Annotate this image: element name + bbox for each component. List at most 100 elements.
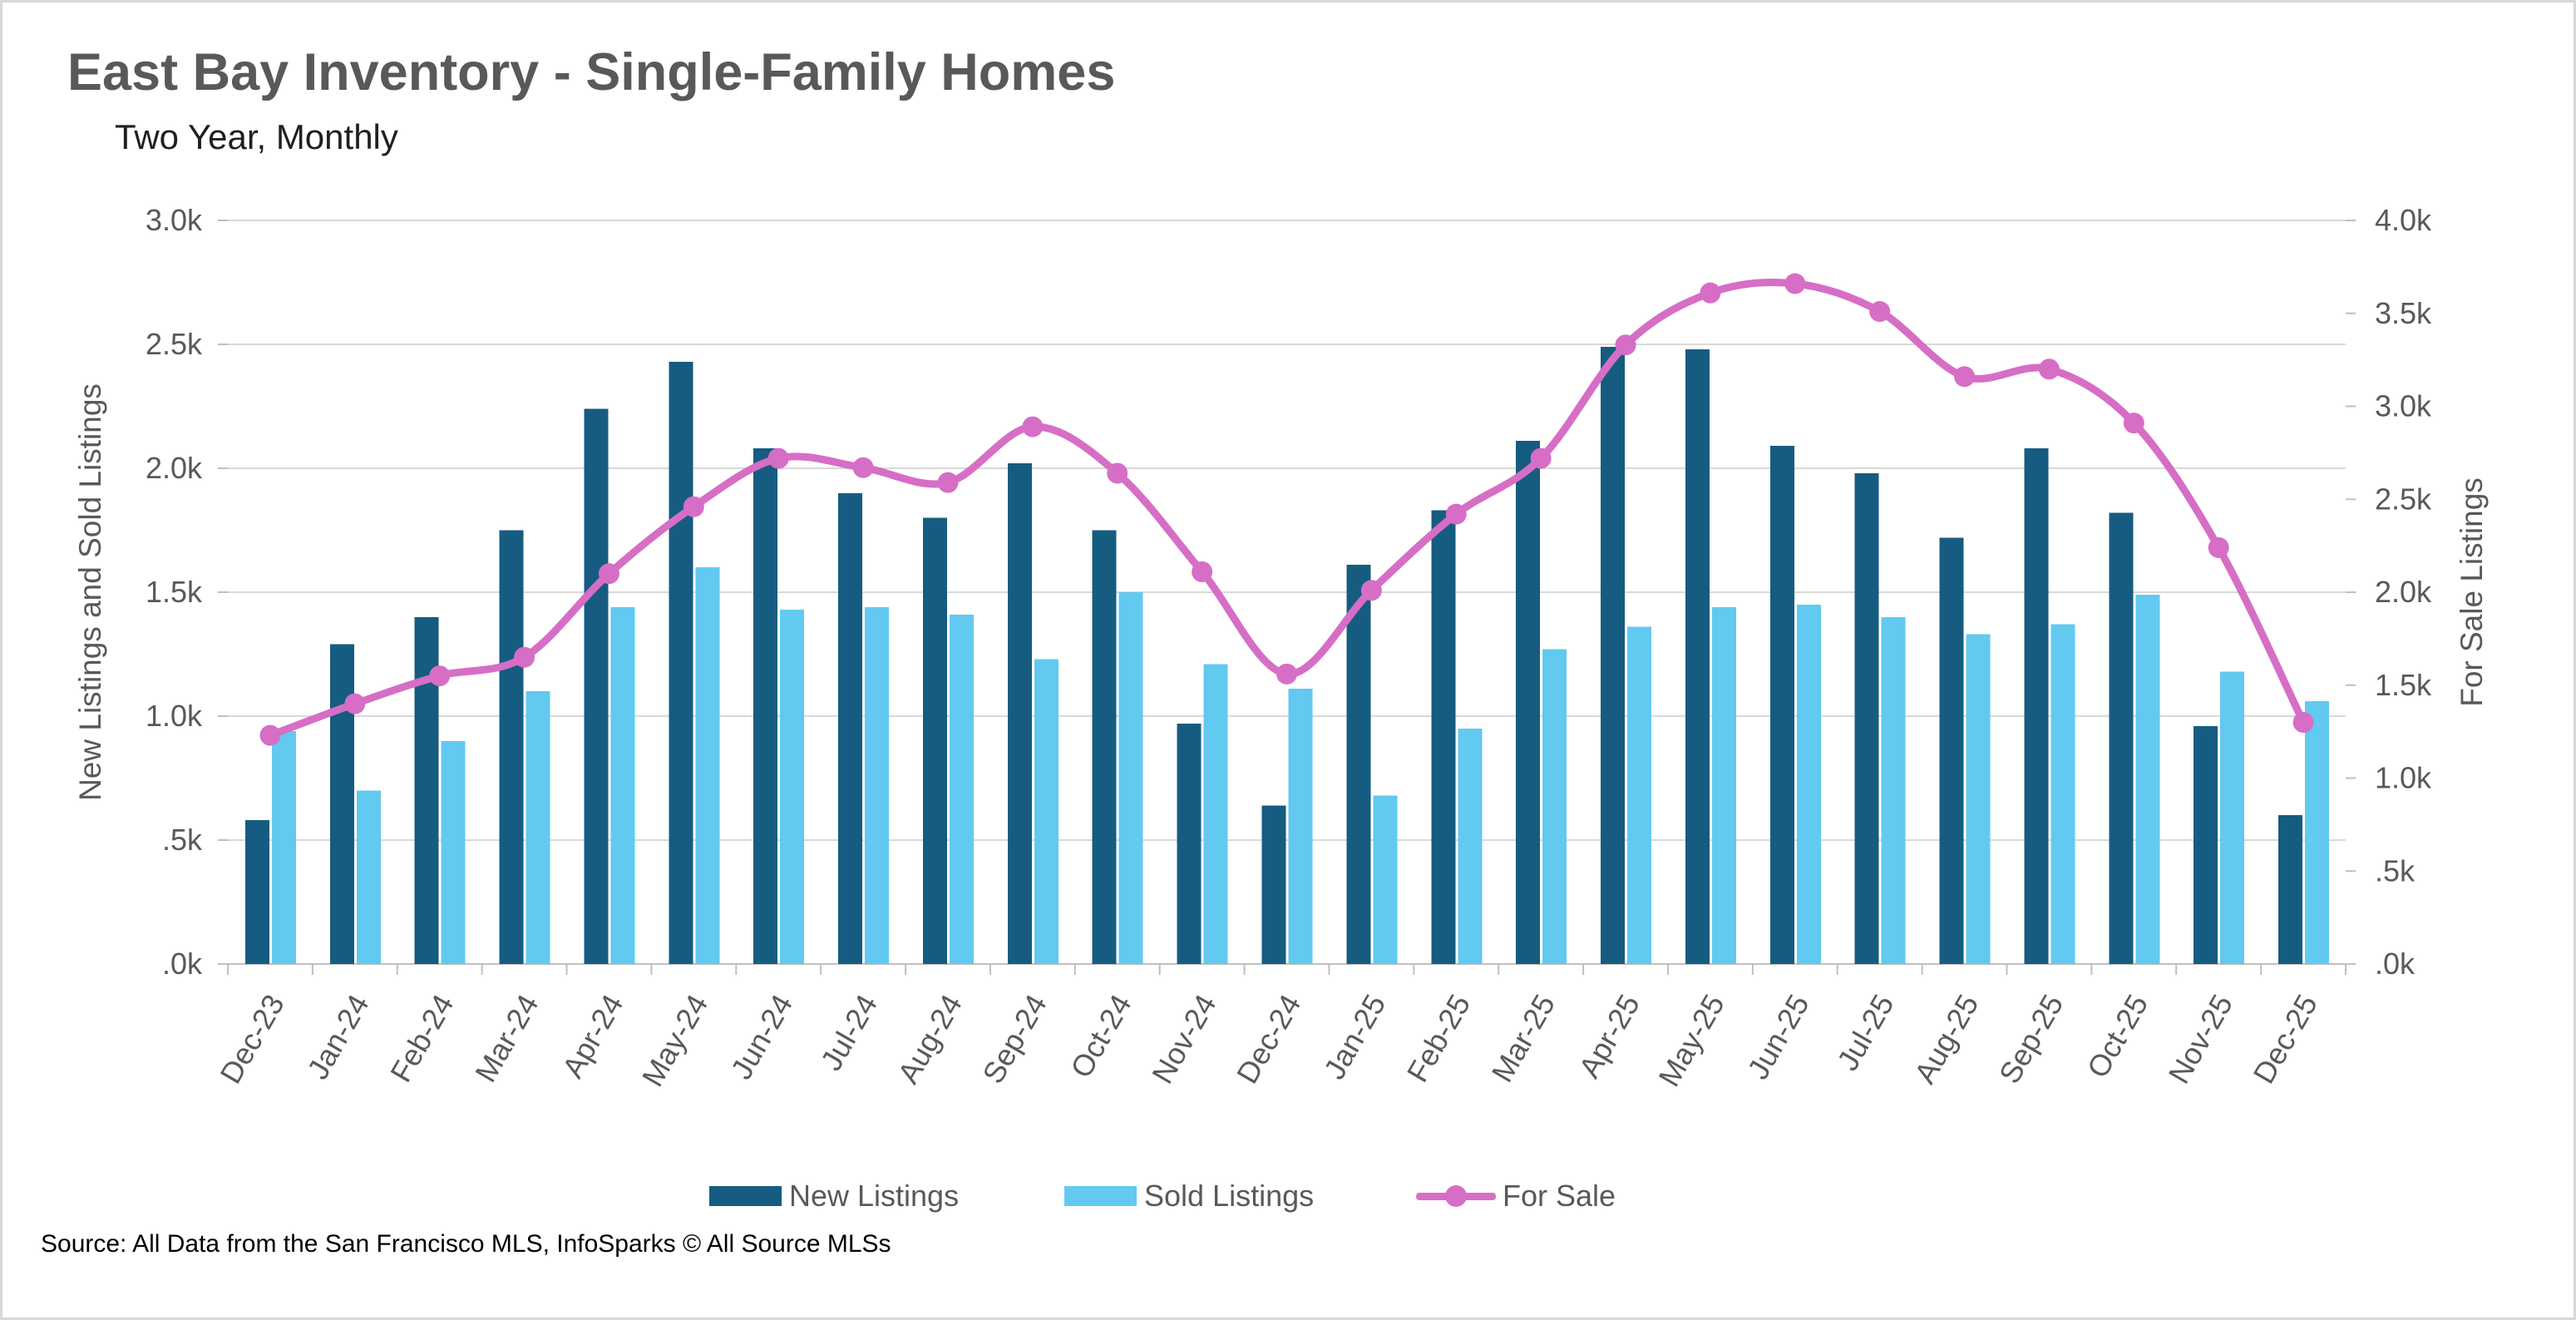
sold-listings-bar (2305, 701, 2330, 964)
for-sale-point (1192, 561, 1213, 582)
legend-label: New Listings (789, 1179, 960, 1213)
right-axis-tick-label: 2.0k (2375, 575, 2432, 609)
sold-listings-bar (1627, 626, 1652, 964)
x-axis-tick-label: Dec-25 (2246, 989, 2324, 1090)
chart-subtitle: Two Year, Monthly (115, 117, 398, 156)
x-axis-tick-label: Jul-25 (1830, 989, 1901, 1076)
new-listings-bar (1092, 530, 1117, 964)
left-axis-tick-label: 1.0k (146, 699, 203, 733)
right-axis-tick-label: 3.0k (2375, 389, 2432, 423)
right-axis-tick-label: 1.5k (2375, 668, 2432, 702)
new-listings-bar (1601, 346, 1626, 965)
left-axis-tick-label: .0k (162, 947, 203, 981)
new-listings-bar (1854, 472, 1879, 964)
for-sale-point (2292, 711, 2314, 733)
legend-label: For Sale (1503, 1179, 1616, 1213)
x-axis-tick-label: Mar-24 (468, 989, 545, 1088)
for-sale-point (259, 724, 281, 746)
left-axis-tick-label: 2.0k (146, 451, 203, 485)
for-sale-line (266, 278, 2307, 739)
right-axis-tick-label: .0k (2375, 947, 2416, 981)
x-axis-tick-label: Dec-24 (1230, 989, 1308, 1090)
x-axis-tick-label: Oct-24 (1063, 989, 1138, 1084)
x-axis-tick-label: Jan-24 (300, 989, 376, 1085)
new-listings-bar (1177, 723, 1202, 964)
sold-listings-bar (1288, 689, 1313, 964)
sold-listings-bar (1034, 659, 1059, 964)
sold-listings-bar (949, 614, 974, 964)
left-axis-tick-label: 2.5k (146, 327, 203, 361)
x-axis-tick-label: Feb-24 (383, 989, 461, 1088)
right-axis-tick-label: 4.0k (2375, 203, 2432, 237)
new-listings-bar (2194, 725, 2218, 964)
left-axis-title: New Listings and Sold Listings (73, 383, 107, 801)
sold-listings-bar (610, 606, 635, 964)
left-axis-tick-label: .5k (162, 823, 203, 857)
sold-listings-bar (865, 606, 890, 964)
x-axis-tick-label: Apr-24 (555, 989, 630, 1084)
sold-listings-bar (1796, 604, 1821, 964)
sold-listings-bar (1458, 728, 1483, 964)
new-listings-bar (2109, 512, 2134, 964)
x-axis-tick-label: Nov-25 (2162, 989, 2240, 1090)
x-axis-tick-label: Dec-23 (213, 989, 291, 1090)
sold-listings-bar (1118, 592, 1143, 964)
sold-listings-bar (1203, 664, 1228, 964)
new-listings-bar (1007, 463, 1032, 964)
for-sale-point (1107, 462, 1128, 484)
sold-listings-bar (2220, 671, 2245, 964)
for-sale-point (429, 665, 451, 687)
x-axis-tick-label: May-24 (635, 989, 715, 1092)
for-sale-point (2208, 536, 2229, 558)
for-sale-point (514, 646, 535, 668)
sold-listings-bar (1373, 795, 1398, 964)
legend-item-for-sale: For Sale (1416, 1177, 1616, 1215)
for-sale-point (1869, 301, 1891, 323)
legend-label: Sold Listings (1144, 1179, 1315, 1213)
x-axis-tick-label: Nov-24 (1145, 989, 1223, 1090)
for-sale-point (1784, 273, 1806, 294)
new-listings-bar (1939, 537, 1964, 964)
sold-listings-bar (1966, 634, 1991, 964)
right-axis-title: For Sale Listings (2455, 477, 2489, 707)
legend-item-sold-listings: Sold Listings (1064, 1177, 1314, 1215)
left-axis-tick-label: 3.0k (146, 203, 203, 237)
x-axis-tick-label: Jul-24 (813, 989, 884, 1076)
right-axis-tick-label: 1.0k (2375, 761, 2432, 795)
left-axis-tick-label: 1.5k (146, 575, 203, 609)
new-listings-bar (499, 530, 524, 964)
new-listings-bar (2024, 448, 2049, 964)
for-sale-point (937, 472, 959, 493)
for-sale-point (1700, 282, 1721, 304)
x-axis-tick-label: Jun-24 (724, 989, 800, 1085)
sold-listings-bar (1711, 606, 1736, 964)
for-sale-point (1615, 334, 1636, 356)
sold-listings-bar (2135, 594, 2160, 964)
new-listings-bar (1685, 349, 1710, 965)
sold-listings-bar (2050, 624, 2075, 964)
x-axis-tick-label: Feb-25 (1400, 989, 1478, 1088)
for-sale-point (2038, 358, 2060, 380)
new-listings-bar (1346, 565, 1371, 964)
for-sale-point (852, 457, 874, 478)
right-axis-tick-label: 2.5k (2375, 482, 2432, 516)
sold-listings-bar (1542, 649, 1567, 964)
x-axis-tick-label: Mar-25 (1485, 989, 1562, 1088)
sold-listings-bar (780, 609, 805, 964)
legend-item-new-listings: New Listings (709, 1177, 959, 1215)
sold-listings-bar (356, 790, 381, 964)
x-axis-tick-label: May-25 (1651, 989, 1731, 1092)
x-axis-tick-label: Apr-25 (1572, 989, 1646, 1084)
source-attribution: Source: All Data from the San Francisco … (41, 1230, 891, 1258)
new-listings-bar (753, 448, 778, 964)
sold-listings-bar (695, 567, 720, 964)
chart-title: East Bay Inventory - Single-Family Homes (67, 43, 1116, 101)
new-listings-bar (1431, 510, 1456, 964)
sold-listings-bar (526, 691, 550, 964)
for-sale-point (1530, 447, 1552, 469)
x-axis-tick-label: Sep-25 (1992, 989, 2070, 1090)
for-sale-point (683, 496, 704, 517)
new-listings-bar (922, 517, 947, 964)
